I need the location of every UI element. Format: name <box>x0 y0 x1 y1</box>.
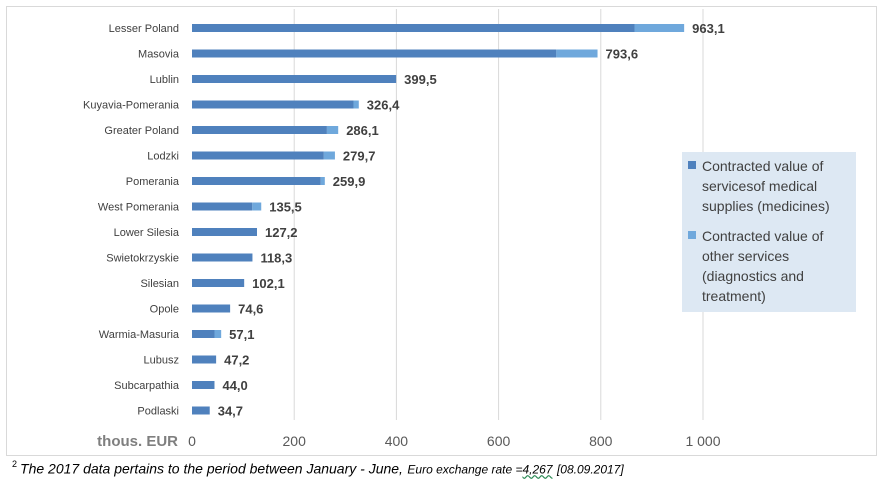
bar-medicines <box>192 126 327 134</box>
legend-swatch-medicines <box>688 161 696 169</box>
x-tick-label: 600 <box>487 433 511 449</box>
data-label: 286,1 <box>346 123 379 138</box>
data-label: 399,5 <box>404 72 437 87</box>
bar-medicines <box>192 75 397 83</box>
legend-swatch-other <box>688 231 696 239</box>
footnote-marker: 2 <box>12 459 18 469</box>
category-label: Silesian <box>140 278 179 290</box>
data-label: 102,1 <box>252 276 285 291</box>
bar-medicines <box>192 202 253 211</box>
category-label: Lodzki <box>147 151 179 163</box>
data-label: 279,7 <box>343 149 376 164</box>
bar-medicines <box>192 100 354 109</box>
bar-medicines <box>192 49 557 58</box>
category-label: Podlaski <box>137 406 179 418</box>
data-label: 127,2 <box>265 225 298 240</box>
data-label: 57,1 <box>229 327 254 342</box>
bar-other-services <box>634 24 685 32</box>
bar-medicines <box>192 151 324 160</box>
data-label: 47,2 <box>224 353 249 368</box>
legend-item-medicines: Contracted value of servicesof medical s… <box>688 156 850 216</box>
x-tick-label: 0 <box>188 433 196 449</box>
category-label: Greater Poland <box>104 125 179 137</box>
x-tick-label: 200 <box>283 433 307 449</box>
footnote-rate-label: Euro exchange rate = <box>407 462 523 477</box>
category-label: Lower Silesia <box>114 227 180 239</box>
x-tick-label: 800 <box>589 433 613 449</box>
category-label: Lublin <box>150 74 179 86</box>
bar-chart: Lesser Poland Masovia Lublin Kuyavia-Pomera… <box>83 9 725 450</box>
bar-medicines <box>192 177 321 185</box>
bar-other-services <box>214 330 222 338</box>
bar-other-services <box>323 151 335 160</box>
data-label: 74,6 <box>238 302 263 317</box>
legend-label-medicines: Contracted value of servicesof medical s… <box>702 158 830 214</box>
footnote-date: [08.09.2017] <box>556 462 624 477</box>
category-label: Masovia <box>138 49 180 61</box>
bars <box>192 24 685 415</box>
bar-medicines <box>192 24 635 32</box>
bar-medicines <box>192 406 210 415</box>
bar-other-services <box>320 177 325 185</box>
category-label: Opole <box>150 304 179 316</box>
legend: Contracted value of servicesof medical s… <box>682 152 856 312</box>
bar-medicines <box>192 228 257 236</box>
data-label: 118,3 <box>260 251 292 266</box>
category-label: Subcarpathia <box>114 380 180 392</box>
data-label: 135,5 <box>269 200 302 215</box>
bar-medicines <box>192 253 253 262</box>
data-label: 963,1 <box>692 21 725 36</box>
data-label: 793,6 <box>606 47 639 62</box>
data-label: 34,7 <box>218 404 243 419</box>
bar-medicines <box>192 381 215 389</box>
x-axis-ticks: 0 200 400 600 800 1 000 <box>188 433 721 449</box>
bar-medicines <box>192 330 215 338</box>
category-labels: Lesser Poland Masovia Lublin Kuyavia-Pomera… <box>83 23 180 418</box>
value-labels: 963,1 793,6 399,5 326,4 286,1 279,7 259,9 135,5… <box>218 21 725 419</box>
x-tick-label: 1 000 <box>685 433 720 449</box>
gridlines <box>293 9 704 420</box>
category-label: Lesser Poland <box>109 23 179 35</box>
category-label: Kuyavia-Pomerania <box>83 100 180 112</box>
bar-medicines <box>192 304 231 313</box>
footnote-main-text: The 2017 data pertains to the period bet… <box>20 460 403 477</box>
x-axis-unit-label: thous. EUR <box>97 433 178 450</box>
data-label: 259,9 <box>333 174 366 189</box>
category-label: West Pomerania <box>98 202 180 214</box>
bar-other-services <box>353 100 359 109</box>
category-label: Swietokrzyskie <box>106 253 179 265</box>
category-label: Lubusz <box>144 355 179 367</box>
legend-label-other: Contracted value of other services (diag… <box>702 228 824 304</box>
footnote: 2 The 2017 data pertains to the period be… <box>12 459 624 478</box>
legend-item-other: Contracted value of other services (diag… <box>688 226 850 306</box>
data-label: 44,0 <box>222 378 247 393</box>
bar-other-services <box>556 49 598 58</box>
category-label: Warmia-Masuria <box>99 329 180 341</box>
bar-other-services <box>252 202 262 211</box>
bar-other-services <box>326 126 339 134</box>
bar-medicines <box>192 279 245 287</box>
x-tick-label: 400 <box>385 433 409 449</box>
footnote-rate-value: 4,267 <box>522 462 553 477</box>
data-label: 326,4 <box>367 98 400 113</box>
category-label: Pomerania <box>126 176 180 188</box>
bar-medicines <box>192 355 217 364</box>
